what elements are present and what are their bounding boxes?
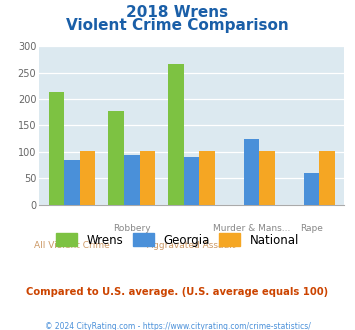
Bar bbox=[168, 64, 184, 205]
Bar bbox=[304, 173, 319, 205]
Text: Rape: Rape bbox=[300, 224, 323, 233]
Bar bbox=[49, 92, 64, 205]
Bar bbox=[109, 111, 124, 205]
Text: 2018 Wrens: 2018 Wrens bbox=[126, 5, 229, 20]
Bar bbox=[184, 157, 200, 205]
Text: All Violent Crime: All Violent Crime bbox=[34, 241, 110, 250]
Bar bbox=[80, 151, 95, 205]
Bar bbox=[64, 160, 80, 205]
Bar bbox=[319, 151, 335, 205]
Bar bbox=[140, 151, 155, 205]
Text: Murder & Mans...: Murder & Mans... bbox=[213, 224, 290, 233]
Legend: Wrens, Georgia, National: Wrens, Georgia, National bbox=[51, 229, 304, 251]
Bar bbox=[260, 151, 275, 205]
Bar bbox=[200, 151, 215, 205]
Bar bbox=[244, 139, 260, 205]
Text: © 2024 CityRating.com - https://www.cityrating.com/crime-statistics/: © 2024 CityRating.com - https://www.city… bbox=[45, 322, 310, 330]
Text: Robbery: Robbery bbox=[113, 224, 151, 233]
Text: Aggravated Assault: Aggravated Assault bbox=[147, 241, 236, 250]
Text: Compared to U.S. average. (U.S. average equals 100): Compared to U.S. average. (U.S. average … bbox=[26, 287, 329, 297]
Bar bbox=[124, 155, 140, 205]
Text: Violent Crime Comparison: Violent Crime Comparison bbox=[66, 18, 289, 33]
